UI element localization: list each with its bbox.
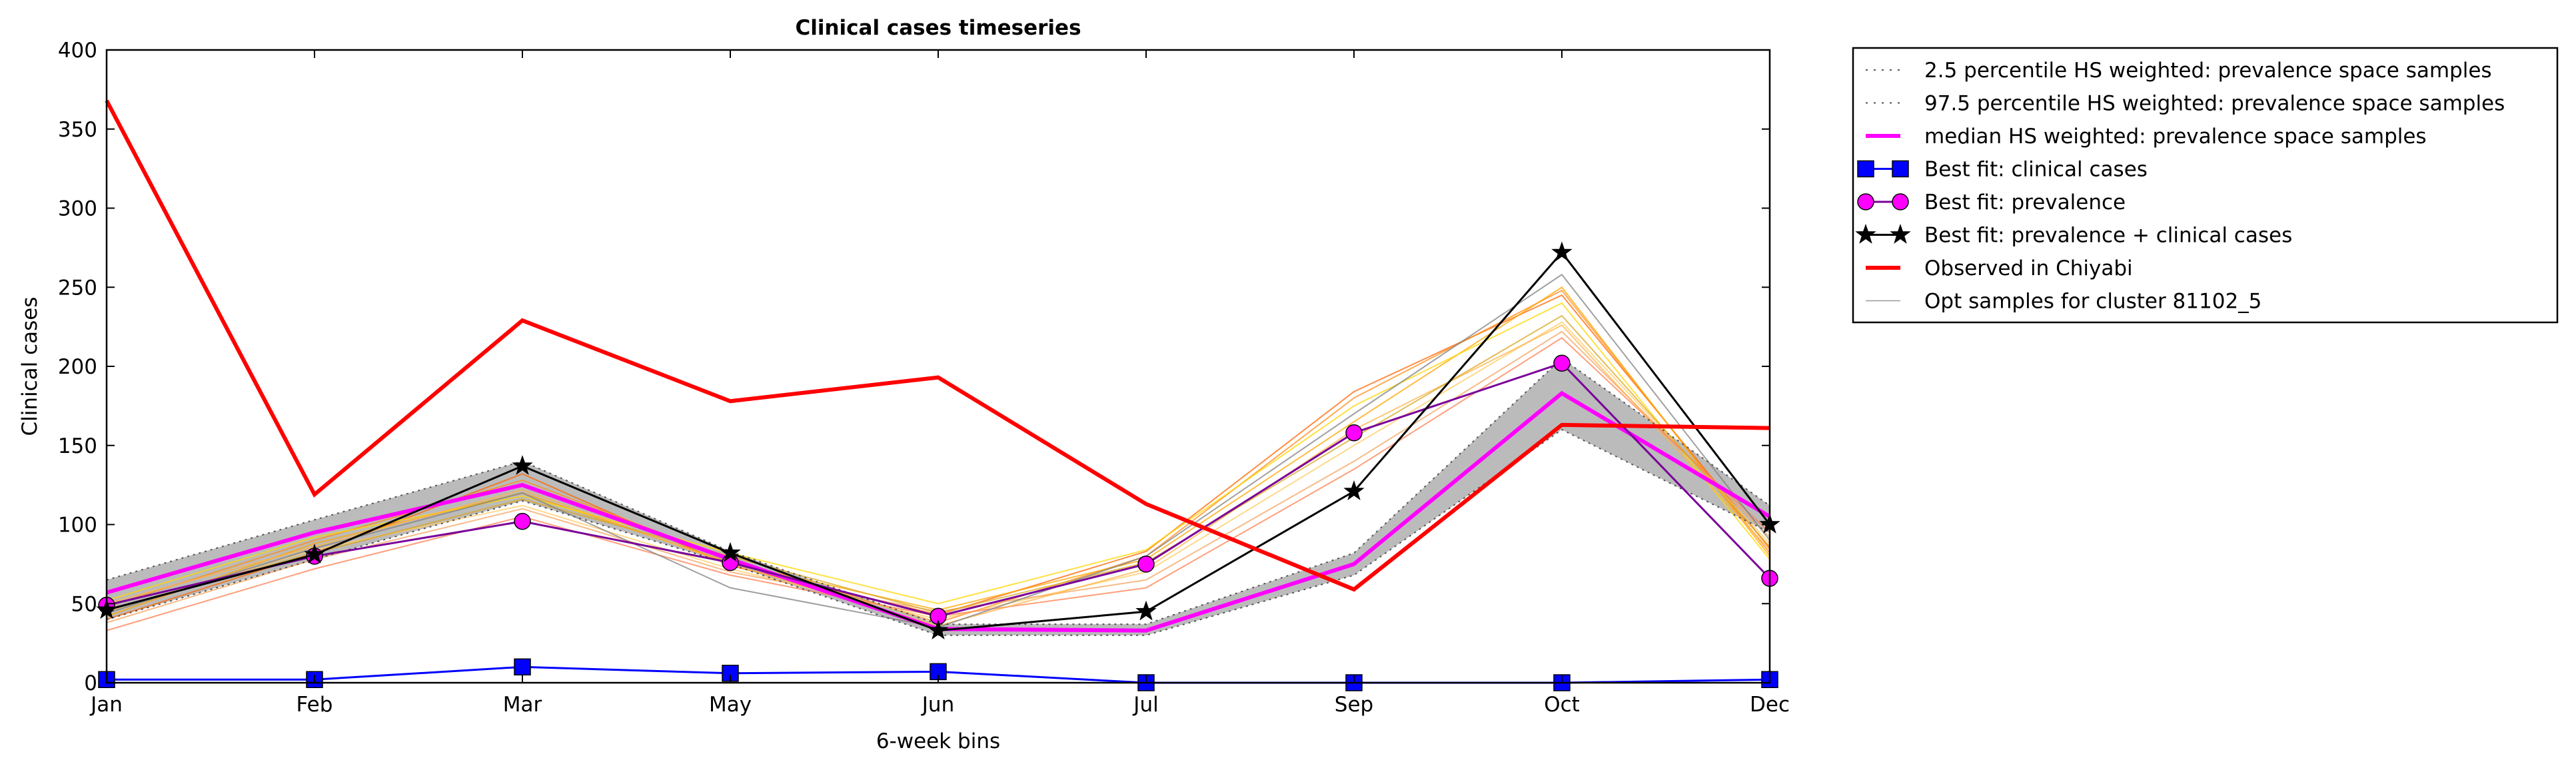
legend-swatch-marker (1857, 160, 1874, 178)
series-6-point-7 (1343, 480, 1365, 500)
y-tick-label: 200 (58, 355, 97, 379)
plot-area (96, 99, 1780, 691)
x-axis-ticks: Jan Feb Mar May Jun Jul Sep Oct Dec (89, 50, 1790, 717)
legend-swatch-marker (1890, 223, 1911, 244)
legend-entry-2: 97.5 percentile HS weighted: prevalence … (1866, 92, 2505, 116)
plot-frame (105, 49, 1771, 684)
legend-entries: 2.5 percentile HS weighted: prevalence s… (1855, 59, 2505, 314)
legend-box (1852, 47, 2559, 324)
y-tick-label: 250 (58, 276, 97, 300)
x-tick-label: Jun (921, 693, 954, 717)
y-tick-label: 50 (71, 592, 97, 616)
percentile-band-fill (107, 358, 1770, 635)
legend-swatch-marker (1892, 160, 1909, 178)
x-tick-label: Jan (89, 693, 123, 717)
y-tick-label: 400 (58, 39, 97, 63)
x-axis-label: 6-week bins (876, 729, 1000, 753)
x-tick-label: Feb (297, 693, 333, 717)
x-tick-label: May (709, 693, 752, 717)
series-4-point-5 (930, 663, 947, 681)
legend-entry-5: Best fit: prevalence (1857, 191, 2126, 214)
series-6-point-6 (1135, 600, 1157, 621)
legend-entry-1: 2.5 percentile HS weighted: prevalence s… (1866, 59, 2492, 83)
series-7-line (105, 99, 1770, 592)
series-1-line (106, 428, 1770, 636)
legend-label: Best fit: prevalence + clinical cases (1924, 224, 2292, 248)
legend-entry-6: Best fit: prevalence + clinical cases (1855, 223, 2292, 248)
series-6-point-5 (928, 619, 949, 639)
y-axis-label: Clinical cases (18, 296, 42, 436)
legend-entry-8: Opt samples for cluster 81102_5 (1866, 290, 2261, 314)
legend-label: 97.5 percentile HS weighted: prevalence … (1924, 92, 2505, 116)
legend-label: median HS weighted: prevalence space sam… (1924, 125, 2427, 149)
x-tick-label: Mar (503, 693, 542, 717)
series-2-line (106, 357, 1770, 625)
legend-label: Best fit: clinical cases (1924, 158, 2148, 182)
opt-sample-line-5 (106, 321, 1770, 621)
x-tick-label: Sep (1335, 693, 1373, 717)
y-tick-label: 300 (58, 197, 97, 221)
x-tick-label: Oct (1544, 693, 1580, 717)
legend-swatch-marker (1892, 193, 1909, 210)
series-6-point-4 (720, 542, 741, 562)
series-5-point-8 (1553, 354, 1571, 372)
legend-label: Opt samples for cluster 81102_5 (1924, 290, 2261, 314)
legend-entry-7: Observed in Chiyabi (1866, 256, 2133, 280)
y-axis-ticks: 0 50 100 150 200 250 300 350 400 (58, 39, 1770, 695)
series-2 (106, 357, 1770, 625)
opt-sample-line-6 (106, 330, 1770, 623)
legend-entry-3: median HS weighted: prevalence space sam… (1866, 125, 2427, 149)
y-tick-label: 100 (58, 514, 97, 538)
legend-swatch-marker (1857, 193, 1874, 210)
legend-label: Best fit: prevalence (1924, 191, 2126, 214)
series-6-point-3 (512, 455, 533, 475)
y-tick-label: 0 (84, 671, 97, 695)
series-4-point-3 (514, 658, 531, 675)
opt-sample-line-7 (106, 336, 1770, 631)
chart-title: Clinical cases timeseries (795, 16, 1081, 40)
x-tick-label: Dec (1750, 693, 1790, 717)
opt-sample-line-4 (106, 302, 1770, 605)
series-6-point-8 (1551, 241, 1573, 262)
series-5-point-7 (1345, 424, 1363, 442)
series-6-point-2 (304, 544, 325, 564)
y-tick-label: 350 (58, 118, 97, 142)
legend-entry-4: Best fit: clinical cases (1857, 158, 2148, 182)
series-7 (105, 99, 1770, 592)
opt-sample-line-9 (106, 314, 1770, 614)
series-5-point-3 (514, 513, 531, 530)
legend: 2.5 percentile HS weighted: prevalence s… (1852, 47, 2559, 324)
y-tick-label: 150 (58, 434, 97, 458)
legend-label: Observed in Chiyabi (1924, 256, 2133, 280)
series-4-point-2 (306, 671, 323, 688)
legend-swatch-marker (1855, 223, 1876, 244)
opt-sample-line-8 (106, 324, 1770, 627)
percentile-band-layer (107, 358, 1770, 635)
series-1 (106, 428, 1770, 636)
x-tick-label: Jul (1132, 693, 1158, 717)
series-5-point-6 (1137, 556, 1155, 573)
legend-label: 2.5 percentile HS weighted: prevalence s… (1924, 59, 2492, 83)
